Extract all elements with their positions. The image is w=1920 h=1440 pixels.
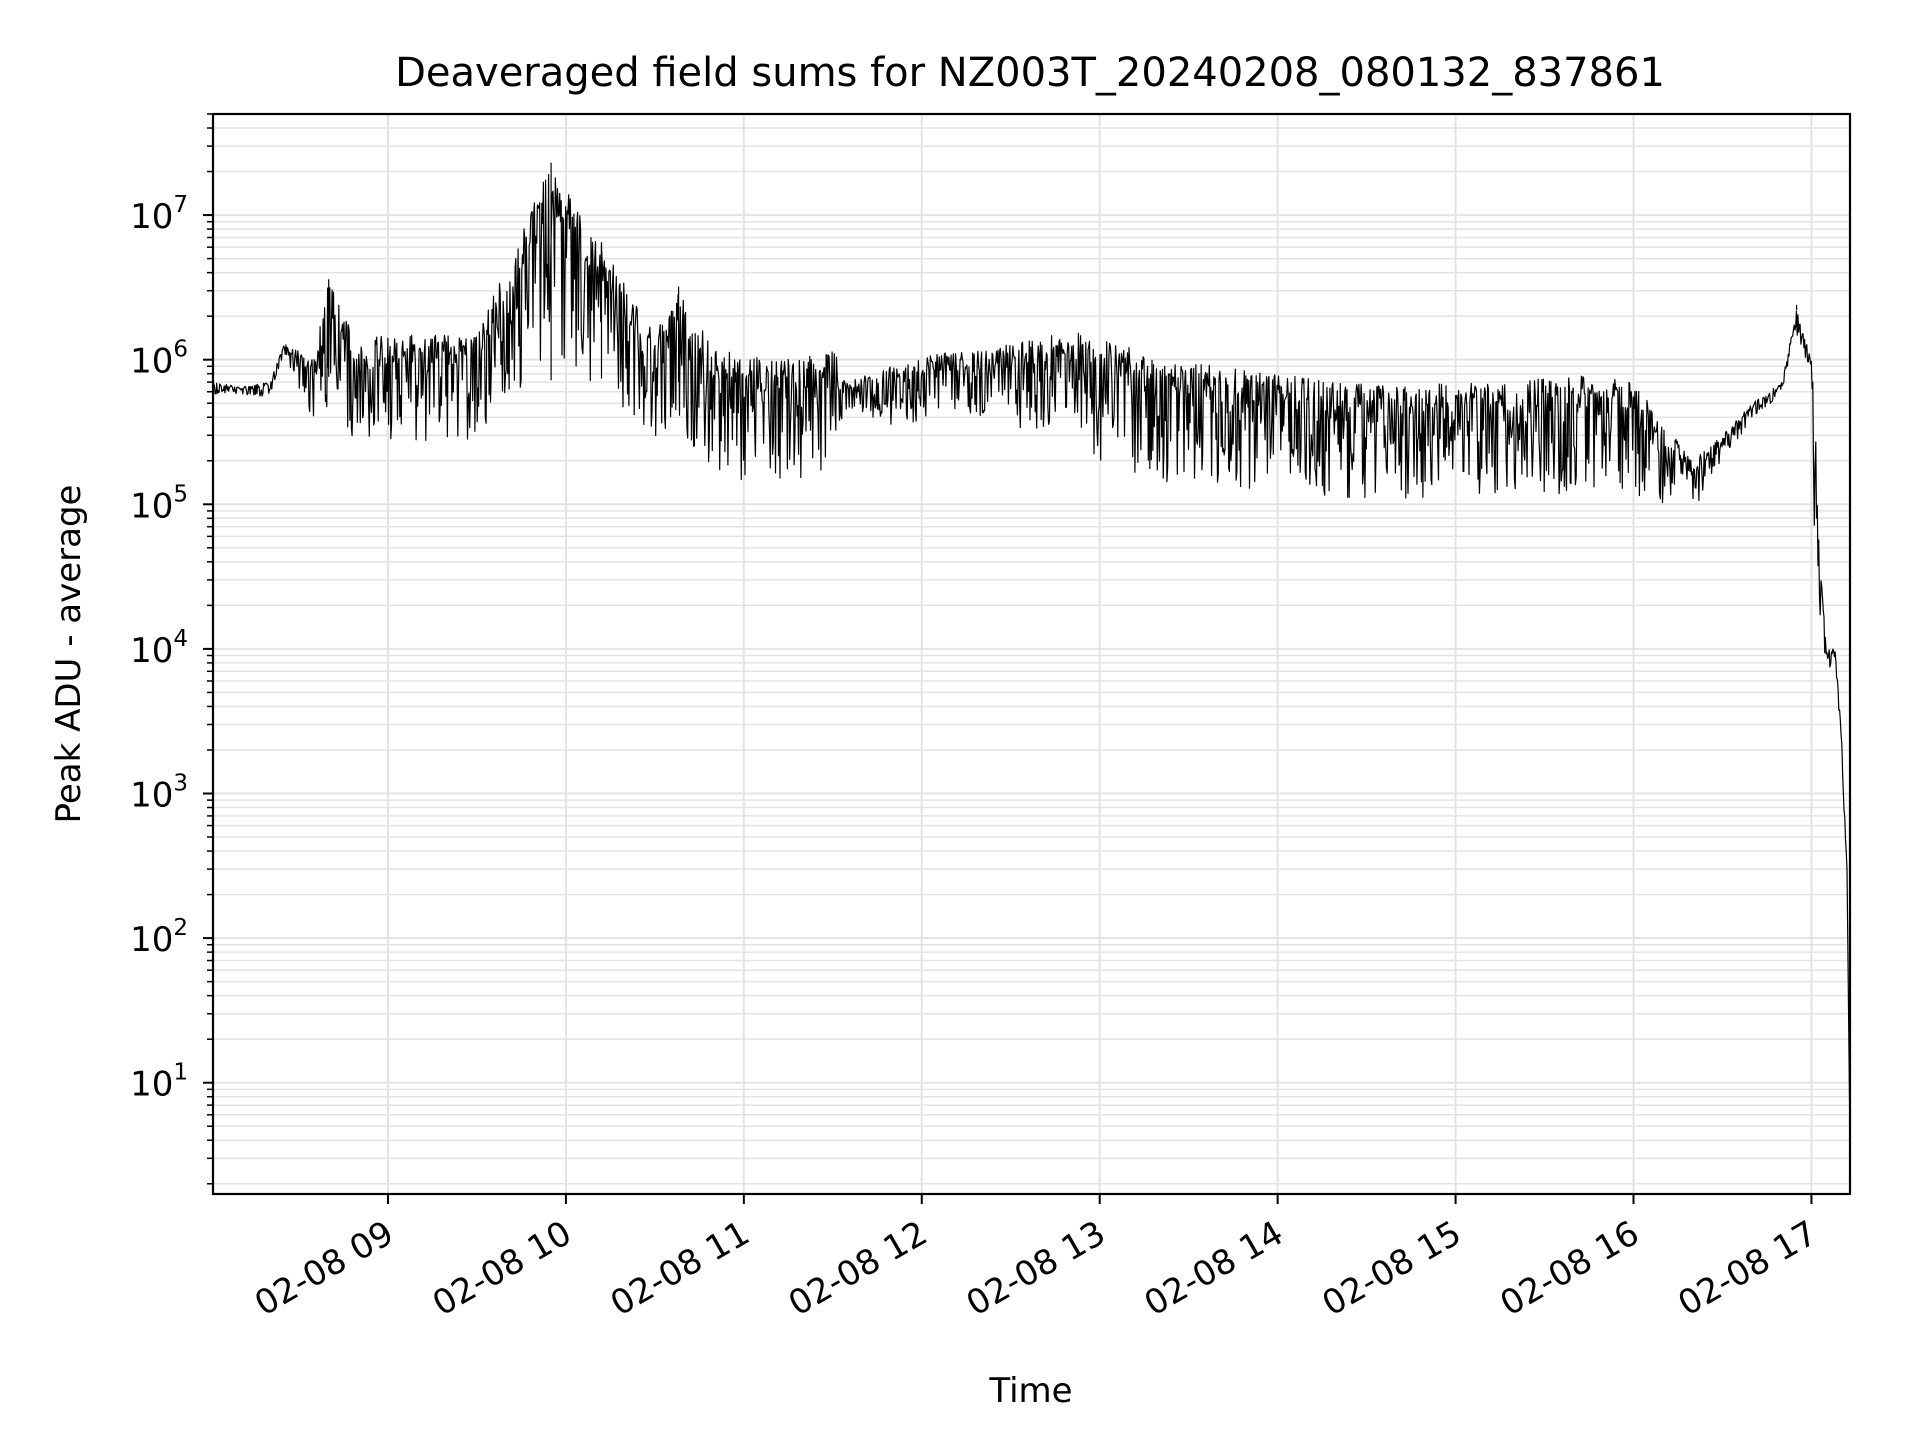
x-tick-label: 02-08 11 <box>604 1213 756 1324</box>
plot-area-frame <box>211 112 1852 1196</box>
y-tick-label: 101 <box>130 1060 188 1105</box>
y-tick-label: 103 <box>130 771 188 816</box>
x-tick-label: 02-08 14 <box>1138 1213 1290 1324</box>
x-tick-label: 02-08 12 <box>782 1213 934 1324</box>
y-tick-label: 107 <box>130 192 188 237</box>
x-tick-label: 02-08 16 <box>1494 1213 1646 1324</box>
y-axis-label: Peak ADU - average <box>49 485 89 824</box>
x-tick-label: 02-08 13 <box>960 1213 1112 1324</box>
x-tick-label: 02-08 15 <box>1316 1213 1468 1324</box>
y-tick-label: 104 <box>130 626 188 671</box>
grid <box>213 113 1850 1194</box>
y-tick-label: 106 <box>130 337 188 382</box>
series-line <box>212 162 1851 1144</box>
y-tick-label: 102 <box>130 915 188 960</box>
x-tick-label: 02-08 09 <box>248 1213 400 1324</box>
x-tick-label: 02-08 10 <box>426 1213 578 1324</box>
x-axis-label: Time <box>988 1371 1072 1411</box>
y-tick-label: 105 <box>130 481 188 526</box>
series-layer <box>212 162 1851 1144</box>
x-tick-label: 02-08 17 <box>1672 1213 1824 1324</box>
chart-title: Deaveraged field sums for NZ003T_2024020… <box>395 50 1665 96</box>
